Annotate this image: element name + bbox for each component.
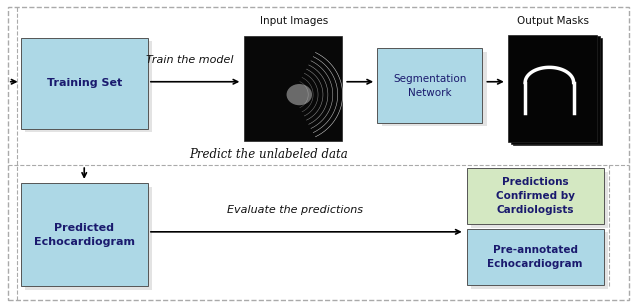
- FancyBboxPatch shape: [471, 172, 608, 228]
- Text: Output Masks: Output Masks: [516, 16, 589, 26]
- Text: Evaluate the predictions: Evaluate the predictions: [227, 205, 362, 215]
- FancyBboxPatch shape: [378, 48, 483, 123]
- FancyBboxPatch shape: [20, 183, 148, 286]
- Text: Training Set: Training Set: [47, 78, 122, 88]
- Text: Train the model: Train the model: [146, 55, 233, 65]
- Text: Predictions
Confirmed by
Cardiologists: Predictions Confirmed by Cardiologists: [495, 177, 575, 215]
- Text: Segmentation
Network: Segmentation Network: [393, 73, 467, 98]
- Text: Predict the unlabeled data: Predict the unlabeled data: [189, 148, 348, 161]
- FancyBboxPatch shape: [467, 168, 604, 224]
- Ellipse shape: [287, 84, 312, 105]
- FancyBboxPatch shape: [467, 229, 604, 285]
- Text: Predicted
Echocardiogram: Predicted Echocardiogram: [34, 223, 135, 247]
- FancyBboxPatch shape: [25, 187, 152, 290]
- Text: Pre-annotated
Echocardiogram: Pre-annotated Echocardiogram: [487, 245, 583, 269]
- FancyBboxPatch shape: [471, 233, 608, 289]
- FancyBboxPatch shape: [25, 41, 152, 132]
- FancyBboxPatch shape: [382, 52, 487, 126]
- Text: Input Images: Input Images: [260, 16, 328, 26]
- FancyBboxPatch shape: [20, 38, 148, 129]
- FancyBboxPatch shape: [244, 36, 342, 141]
- FancyBboxPatch shape: [513, 38, 602, 145]
- FancyBboxPatch shape: [508, 35, 597, 142]
- FancyBboxPatch shape: [511, 36, 600, 144]
